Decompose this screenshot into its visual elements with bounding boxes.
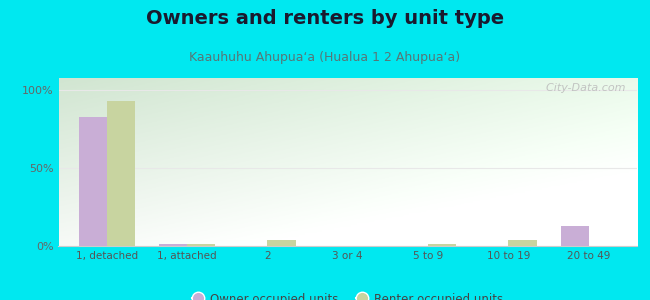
Legend: Owner occupied units, Renter occupied units: Owner occupied units, Renter occupied un… xyxy=(188,288,508,300)
Bar xyxy=(428,244,456,246)
Bar xyxy=(107,101,135,246)
Bar xyxy=(508,240,536,246)
Bar xyxy=(79,117,107,246)
Bar xyxy=(561,226,589,246)
Bar xyxy=(267,240,296,246)
Text: City-Data.com: City-Data.com xyxy=(539,83,625,93)
Text: Owners and renters by unit type: Owners and renters by unit type xyxy=(146,9,504,28)
Text: Kaauhuhu Ahupuaʻa (Hualua 1 2 Ahupuaʻa): Kaauhuhu Ahupuaʻa (Hualua 1 2 Ahupuaʻa) xyxy=(189,51,461,64)
Bar xyxy=(187,244,215,246)
Bar xyxy=(159,244,187,246)
